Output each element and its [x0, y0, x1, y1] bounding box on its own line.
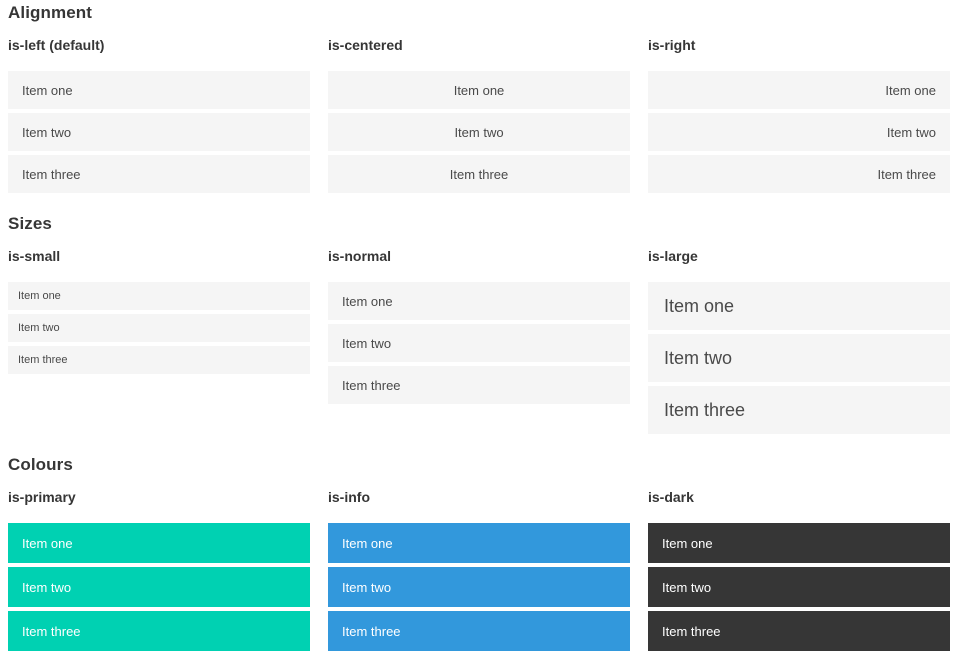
- list-item: Item one: [648, 523, 950, 563]
- column-is-left: is-left (default) Item one Item two Item…: [8, 37, 310, 193]
- list-item: Item one: [648, 282, 950, 330]
- demo-list: Item one Item two Item three: [328, 282, 630, 404]
- demo-list: Item one Item two Item three: [8, 523, 310, 651]
- column-label: is-normal: [328, 248, 392, 264]
- list-item: Item one: [8, 282, 310, 310]
- demo-list: Item one Item two Item three: [648, 282, 950, 434]
- column-is-large: is-large Item one Item two Item three: [648, 248, 950, 434]
- column-label: is-dark: [648, 489, 694, 505]
- list-item: Item two: [648, 334, 950, 382]
- list-item: Item two: [648, 113, 950, 151]
- column-label: is-info: [328, 489, 370, 505]
- column-is-right: is-right Item one Item two Item three: [648, 37, 950, 193]
- section-title: Sizes: [8, 214, 52, 233]
- list-item: Item one: [8, 71, 310, 109]
- column-is-small: is-small Item one Item two Item three: [8, 248, 310, 434]
- list-item: Item two: [8, 314, 310, 342]
- alignment-columns: is-left (default) Item one Item two Item…: [8, 37, 950, 193]
- list-item: Item one: [8, 523, 310, 563]
- column-label: is-large: [648, 248, 698, 264]
- section-colours: Colours is-primary Item one Item two Ite…: [8, 455, 950, 651]
- list-item: Item one: [648, 71, 950, 109]
- list-item: Item three: [8, 346, 310, 374]
- list-item: Item two: [8, 113, 310, 151]
- list-item: Item three: [328, 155, 630, 193]
- section-title: Alignment: [8, 3, 93, 22]
- list-item: Item one: [328, 282, 630, 320]
- column-is-info: is-info Item one Item two Item three: [328, 489, 630, 651]
- section-alignment: Alignment is-left (default) Item one Ite…: [8, 3, 950, 193]
- list-item: Item three: [8, 155, 310, 193]
- list-item: Item three: [648, 611, 950, 651]
- column-is-dark: is-dark Item one Item two Item three: [648, 489, 950, 651]
- section-title: Colours: [8, 455, 73, 474]
- column-is-normal: is-normal Item one Item two Item three: [328, 248, 630, 434]
- demo-list: Item one Item two Item three: [328, 71, 630, 193]
- column-label: is-centered: [328, 37, 403, 53]
- demo-list: Item one Item two Item three: [8, 282, 310, 374]
- list-item: Item three: [648, 155, 950, 193]
- list-item: Item two: [648, 567, 950, 607]
- list-item: Item one: [328, 523, 630, 563]
- list-item: Item one: [328, 71, 630, 109]
- list-item: Item two: [328, 567, 630, 607]
- demo-list: Item one Item two Item three: [648, 71, 950, 193]
- column-label: is-left (default): [8, 37, 105, 53]
- demo-list: Item one Item two Item three: [8, 71, 310, 193]
- column-label: is-primary: [8, 489, 76, 505]
- sizes-columns: is-small Item one Item two Item three is…: [8, 248, 950, 434]
- column-is-centered: is-centered Item one Item two Item three: [328, 37, 630, 193]
- column-label: is-right: [648, 37, 696, 53]
- column-is-primary: is-primary Item one Item two Item three: [8, 489, 310, 651]
- list-item: Item two: [328, 324, 630, 362]
- list-item: Item three: [328, 366, 630, 404]
- list-item: Item three: [8, 611, 310, 651]
- demo-list: Item one Item two Item three: [328, 523, 630, 651]
- column-label: is-small: [8, 248, 61, 264]
- list-item: Item two: [8, 567, 310, 607]
- demo-list: Item one Item two Item three: [648, 523, 950, 651]
- section-sizes: Sizes is-small Item one Item two Item th…: [8, 214, 950, 434]
- colours-columns: is-primary Item one Item two Item three …: [8, 489, 950, 651]
- list-item: Item three: [648, 386, 950, 434]
- list-item: Item three: [328, 611, 630, 651]
- list-item: Item two: [328, 113, 630, 151]
